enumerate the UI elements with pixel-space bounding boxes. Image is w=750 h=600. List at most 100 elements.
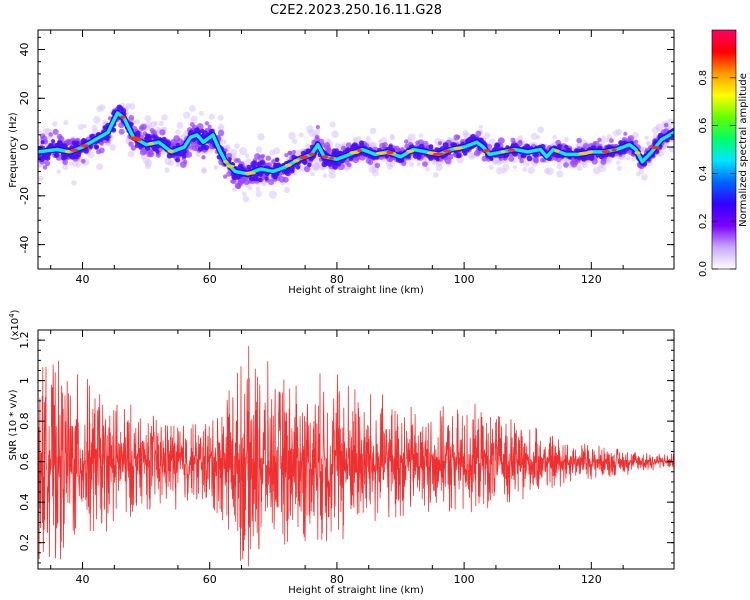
heatmap-cell	[158, 120, 164, 127]
ridge-peak	[349, 150, 360, 155]
heatmap-cell	[161, 136, 167, 142]
heatmap-cell	[592, 166, 601, 175]
heatmap-cell	[189, 129, 194, 135]
heatmap-cell	[145, 121, 153, 129]
heatmap-cell	[213, 165, 219, 171]
heatmap-cell	[80, 158, 86, 164]
heatmap-cell	[580, 155, 587, 162]
ridge-peak	[432, 152, 445, 156]
ridge-peak	[634, 151, 641, 155]
heatmap-cell	[552, 134, 558, 140]
heatmap-cell	[265, 155, 272, 161]
heatmap-cell	[407, 133, 416, 142]
ridge-peak	[293, 159, 300, 163]
heatmap-cell	[412, 153, 419, 159]
heatmap-cell	[312, 163, 321, 171]
heatmap-cell	[51, 139, 56, 144]
heatmap-cell	[175, 157, 181, 163]
heatmap-cell	[255, 186, 261, 191]
y-tick-label: 0.2	[18, 534, 31, 552]
ridge-peak	[167, 149, 174, 153]
heatmap-cell	[63, 120, 69, 125]
heatmap-cell	[42, 154, 48, 160]
colorbar-ticks: 0.0 0.2 0.4 0.6 0.8	[698, 70, 736, 277]
spectrogram-y-label: Frequency (Hz)	[8, 112, 19, 188]
heatmap-cell	[303, 165, 311, 173]
heatmap-cell	[601, 135, 606, 140]
heatmap-cell	[248, 176, 254, 181]
heatmap-cell	[255, 146, 263, 153]
heatmap-cell	[606, 134, 613, 140]
y-tick-label: 1.2	[18, 331, 31, 349]
heatmap-cell	[593, 140, 600, 147]
heatmap-cell	[321, 161, 328, 168]
snr-x-label: Height of straight line (km)	[288, 585, 424, 596]
heatmap-cell	[144, 162, 152, 170]
heatmap-cell	[153, 147, 158, 152]
heatmap-cell	[408, 161, 415, 168]
heatmap-cell	[627, 135, 634, 142]
heatmap-cell	[134, 143, 140, 149]
heatmap-cell	[53, 152, 60, 158]
spectrogram-frame	[37, 29, 675, 270]
heatmap-cell	[494, 142, 501, 149]
spectrogram-panel: 40 60 80 100 120 -40 -20 0 20 40 Height of straig…	[8, 29, 675, 296]
heatmap-cell	[76, 162, 81, 168]
heatmap-cell	[94, 145, 99, 150]
heatmap-cell	[533, 157, 540, 164]
x-tick-label: 120	[581, 573, 602, 586]
heatmap-cell	[271, 159, 276, 165]
heatmap-cell	[404, 139, 409, 144]
heatmap-cell	[188, 105, 196, 112]
heatmap-cell	[527, 166, 535, 174]
heatmap-cell	[370, 127, 377, 134]
heatmap-cell	[422, 161, 428, 168]
heatmap-cell	[665, 142, 670, 147]
heatmap-cell	[259, 159, 266, 166]
heatmap-cell	[310, 171, 315, 177]
heatmap-cell	[453, 134, 460, 141]
heatmap-cell	[260, 154, 265, 159]
heatmap-cell	[491, 158, 499, 165]
ridge-peak	[244, 171, 256, 175]
ridge-peak	[64, 149, 71, 154]
heatmap-cell	[381, 144, 387, 149]
y-tick-label: 0	[18, 144, 31, 151]
ridge-peak	[386, 151, 394, 155]
heatmap-cell	[655, 125, 661, 131]
ridge-peak	[79, 144, 90, 148]
ridge-peak	[376, 151, 388, 155]
heatmap-cell	[501, 168, 507, 174]
heatmap-cell	[530, 132, 538, 140]
heatmap-cell	[244, 153, 250, 158]
heatmap-cell	[130, 145, 137, 151]
heatmap-cell	[576, 137, 582, 144]
heatmap-cell	[496, 167, 504, 175]
heatmap-cell	[38, 163, 42, 168]
heatmap-cell	[232, 187, 237, 192]
heatmap-cell	[314, 134, 320, 139]
heatmap-cell	[54, 142, 60, 148]
heatmap-cell	[56, 169, 61, 174]
heatmap-cell	[44, 160, 51, 167]
heatmap-cell	[234, 182, 242, 189]
colorbar-tick-label: 0.8	[698, 70, 709, 86]
y-tick-label: 0.8	[18, 412, 31, 430]
snr-axes: 40 60 80 100 120 0.2 0.4 0.6 0.8 1 1.2	[18, 330, 674, 586]
heatmap-cell	[556, 164, 563, 170]
heatmap-cell	[416, 162, 421, 167]
ridge-peak	[611, 148, 617, 152]
heatmap-cell	[468, 152, 476, 160]
y-tick-label: 1	[18, 377, 31, 384]
heatmap-cell	[73, 153, 79, 160]
ridge-peak	[132, 137, 143, 142]
heatmap-cell	[564, 144, 569, 149]
spectrogram-heatmap	[38, 102, 674, 203]
heatmap-cell	[331, 148, 337, 153]
heatmap-cell	[608, 138, 614, 144]
heatmap-cell	[96, 149, 101, 155]
heatmap-cell	[404, 143, 409, 149]
y-tick-label: -40	[18, 236, 31, 254]
heatmap-cell	[597, 137, 602, 142]
heatmap-cell	[438, 141, 442, 146]
